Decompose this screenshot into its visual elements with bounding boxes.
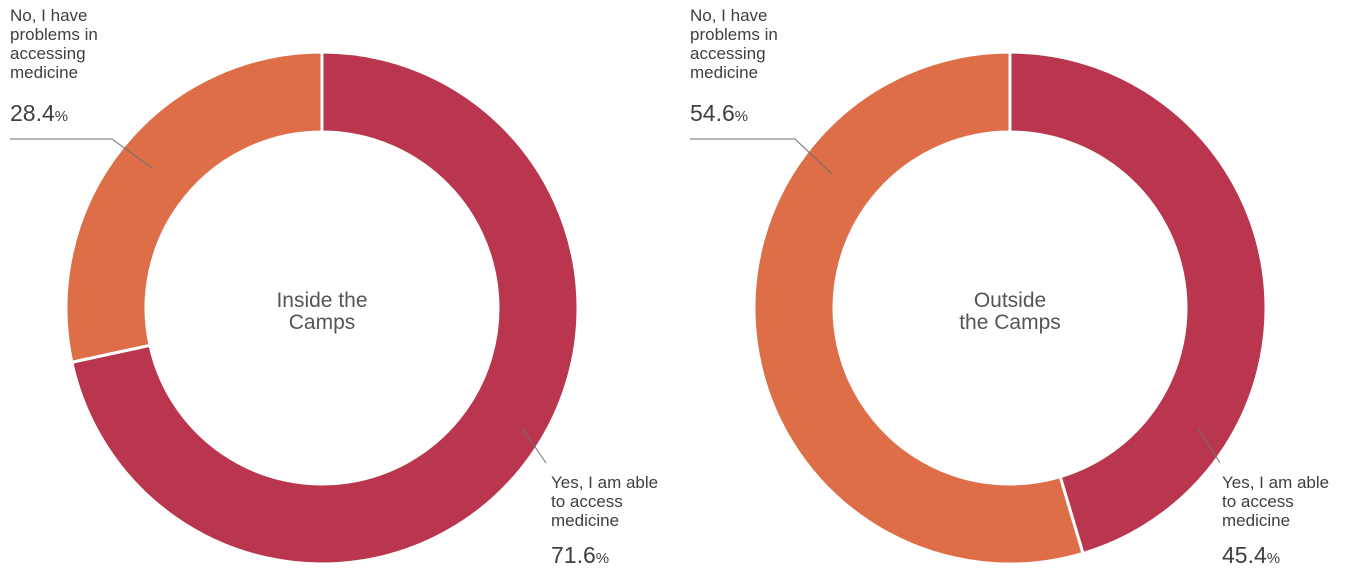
donut-2-leader-line-1 — [1197, 427, 1221, 464]
donut-2-slice-1-value: 45.4% — [1222, 542, 1280, 568]
donut-2-leader-line-2 — [690, 138, 833, 175]
donut-1-slice-1-value: 71.6% — [551, 542, 609, 568]
donut-2-slice-1 — [1008, 50, 1268, 556]
donut-chart-1: Inside the Camps Yes, I am able to access me… — [10, 6, 658, 568]
donut-1-center-label: Inside the Camps — [276, 289, 367, 334]
donut-2-slice-2 — [752, 50, 1085, 566]
donut-chart-2: Outside the Camps Yes, I am able to access m… — [690, 6, 1329, 568]
donut-1-leader-line-1 — [521, 427, 547, 464]
donut-1-leader-line-2 — [10, 138, 153, 169]
donut-2-slice-2-label: No, I have problems in accessing medicine — [690, 6, 778, 82]
donut-1-slice-1-label: Yes, I am able to access medicine — [551, 473, 658, 530]
donut-2-slice-2-value: 54.6% — [690, 100, 748, 126]
donut-1-slice-2 — [64, 50, 324, 365]
donut-1-slice-2-value: 28.4% — [10, 100, 68, 126]
donut-2-slice-1-label: Yes, I am able to access medicine — [1222, 473, 1329, 530]
donut-1-slice-2-label: No, I have problems in accessing medicine — [10, 6, 98, 82]
donut-2-center-label: Outside the Camps — [959, 289, 1061, 334]
donut-1-slice-1 — [70, 50, 580, 566]
